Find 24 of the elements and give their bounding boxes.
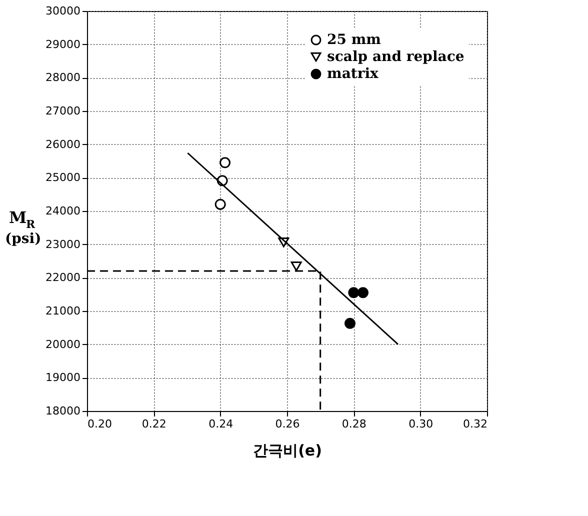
- y-tick-label: 19000: [46, 371, 80, 384]
- y-tick-label: 20000: [46, 338, 80, 351]
- x-tick-label: 0.24: [208, 418, 234, 430]
- y-tick-label: 29000: [46, 38, 80, 51]
- legend-label: scalp and replace: [327, 49, 464, 65]
- x-tick-label: 0.22: [142, 418, 166, 430]
- y-tick-label: 22000: [46, 271, 80, 284]
- x-axis-title: 간극비(e): [253, 442, 322, 460]
- legend-label: 25 mm: [327, 32, 382, 48]
- x-tick-label: 0.20: [88, 418, 112, 430]
- y-tick-label: 25000: [46, 171, 80, 184]
- x-tick-label: 0.28: [342, 418, 366, 430]
- y-tick-label: 21000: [46, 304, 80, 318]
- y-tick-label: 18000: [46, 404, 80, 418]
- x-tick-label: 0.30: [408, 418, 434, 430]
- y-tick-label: 26000: [46, 138, 80, 151]
- y-tick-label: 23000: [46, 238, 80, 251]
- y-tick-label: 24000: [46, 204, 80, 218]
- y-tick-label: 30000: [46, 4, 80, 18]
- x-tick-label: 0.32: [463, 418, 488, 430]
- y-tick-label: 27000: [46, 104, 80, 118]
- x-tick-label: 0.26: [275, 418, 300, 430]
- legend-label: matrix: [327, 66, 380, 82]
- y-tick-label: 28000: [46, 71, 80, 84]
